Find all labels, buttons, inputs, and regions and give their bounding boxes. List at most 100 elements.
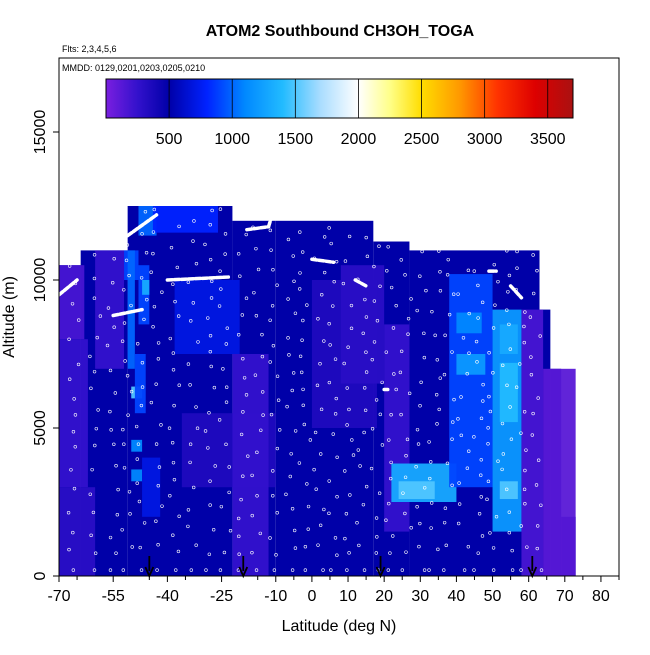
sample-point (251, 225, 255, 230)
sample-point (116, 487, 120, 492)
sample-point (327, 226, 331, 230)
sample-point (522, 324, 526, 329)
sample-point (378, 412, 383, 417)
sample-point (357, 543, 361, 548)
sample-point (538, 334, 542, 338)
sample-point (476, 283, 480, 288)
sample-point (302, 422, 307, 427)
sample-point (67, 547, 71, 552)
sample-point (436, 547, 440, 552)
sample-point (407, 391, 412, 396)
sample-point (536, 458, 541, 462)
sample-point (472, 269, 476, 273)
sample-point (208, 334, 213, 338)
sample-point (159, 423, 163, 427)
sample-point (506, 290, 510, 294)
sample-point (361, 502, 366, 507)
sample-point (422, 568, 427, 572)
sample-point (121, 427, 125, 432)
sample-point (398, 370, 403, 375)
colorbar-tick-label: 1500 (278, 131, 314, 148)
sample-point (312, 467, 316, 472)
sample-point (365, 254, 370, 259)
sample-point (177, 224, 181, 229)
sample-point (208, 223, 212, 227)
sample-point (300, 370, 304, 375)
sample-point (314, 487, 318, 491)
sample-point (256, 267, 261, 272)
sample-point (321, 568, 325, 572)
sample-point (108, 368, 113, 373)
sample-point (217, 304, 222, 308)
sample-point (531, 291, 536, 296)
sample-point (255, 450, 259, 455)
sample-point (149, 400, 154, 405)
sample-point (218, 269, 222, 273)
heatmap-cell (456, 312, 482, 334)
sample-point (127, 490, 132, 494)
sample-point (465, 372, 469, 376)
sample-point (409, 526, 413, 530)
sample-point (289, 452, 293, 456)
heatmap-cell (543, 368, 576, 576)
sample-point (443, 506, 448, 510)
sample-point (93, 443, 97, 448)
sample-point (529, 373, 534, 377)
sample-point (505, 383, 509, 388)
sample-point (457, 502, 462, 506)
sample-point (485, 497, 489, 502)
sample-point (244, 393, 249, 397)
sample-point (246, 454, 250, 458)
x-tick-label: -25 (210, 588, 233, 605)
sample-point (400, 568, 405, 572)
sample-point (361, 331, 365, 336)
sample-point (377, 491, 382, 495)
sample-point (446, 257, 450, 262)
sample-point (427, 568, 431, 572)
x-tick-label: 80 (592, 588, 610, 605)
sample-point (349, 303, 354, 308)
dates-note: MMDD: 0129,0201,0203,0205,0210 (62, 63, 205, 73)
sample-point (523, 310, 527, 314)
sample-point (370, 427, 375, 431)
sample-point (509, 437, 514, 441)
sample-point (71, 430, 76, 434)
sample-point (209, 296, 214, 300)
chart-title: ATOM2 Southbound CH3OH_TOGA (206, 23, 475, 40)
sample-point (211, 527, 216, 532)
sample-point (129, 389, 134, 394)
sample-point (515, 266, 519, 270)
plot-frame (58, 57, 620, 577)
sample-point (429, 460, 433, 464)
sample-point (394, 387, 398, 392)
sample-point (288, 474, 292, 479)
sample-point (139, 568, 144, 572)
sample-point (298, 271, 302, 275)
heatmap-cell (142, 280, 150, 295)
sample-point (208, 479, 212, 483)
sample-point (209, 364, 213, 369)
sample-point (98, 314, 103, 318)
sample-point (414, 465, 418, 469)
sample-point (250, 513, 254, 518)
sample-point (479, 473, 483, 477)
sample-point (535, 546, 539, 551)
heatmap-cell (59, 487, 96, 576)
sample-point (303, 545, 308, 549)
sample-point (301, 387, 305, 392)
sample-point (491, 568, 496, 572)
sample-point (438, 376, 442, 380)
sample-point (176, 314, 181, 318)
sample-point (372, 340, 377, 344)
sample-point (242, 376, 247, 380)
sample-point (486, 479, 491, 484)
sample-point (364, 370, 369, 374)
sample-point (343, 259, 348, 263)
sample-point (476, 316, 480, 320)
sample-point (268, 536, 272, 540)
sample-point (519, 431, 523, 435)
sample-point (418, 404, 422, 408)
sample-point (507, 530, 512, 535)
sample-point (138, 545, 142, 550)
sample-point (442, 372, 447, 377)
